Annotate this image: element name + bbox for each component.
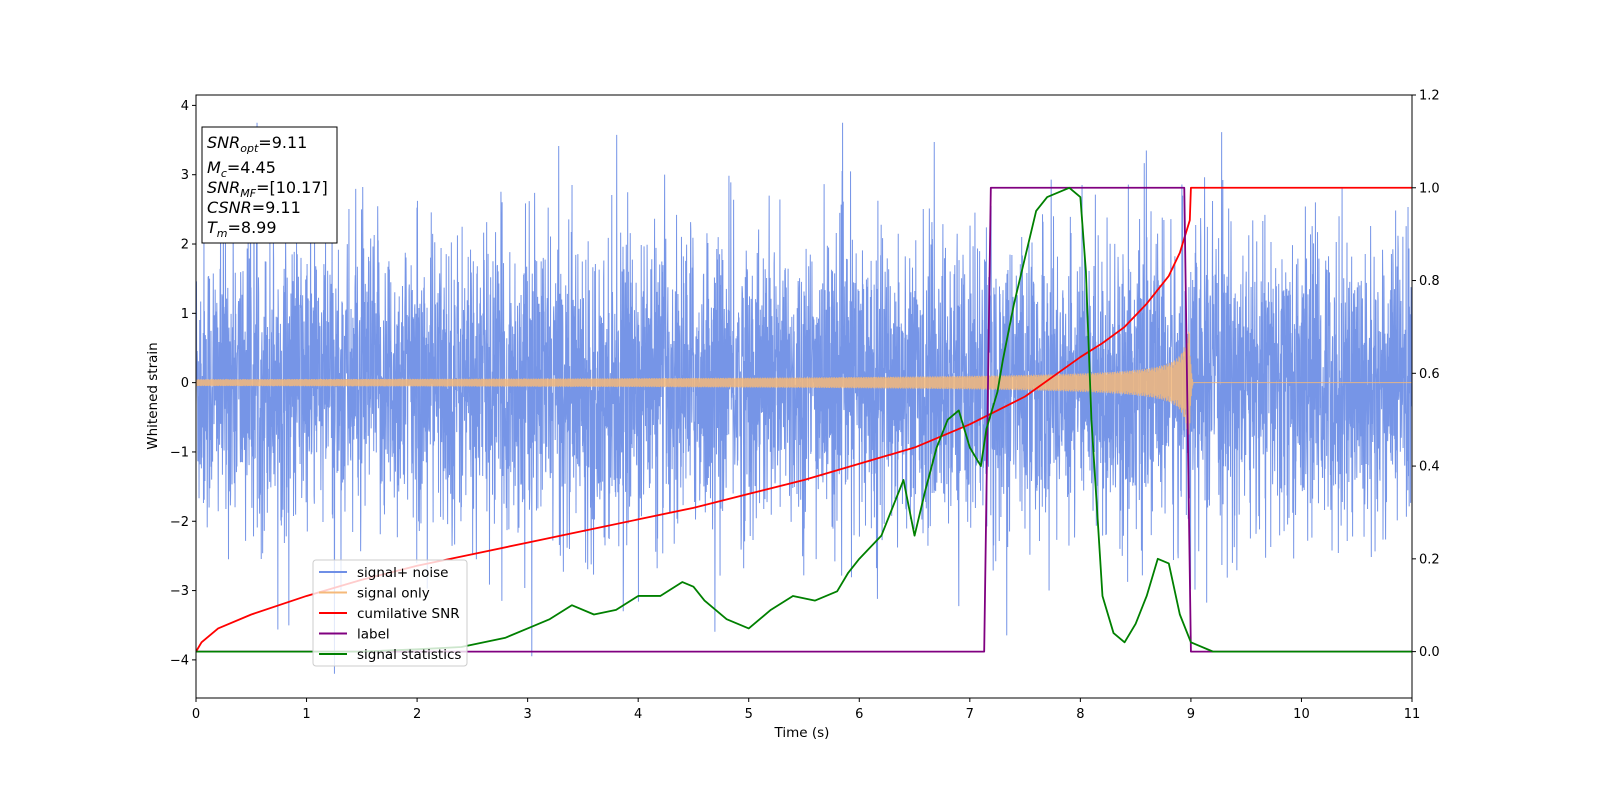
info-csnr: CSNR=9.11 (207, 198, 301, 217)
x-tick-label: 5 (745, 707, 753, 722)
legend-item: signal+ noise (319, 565, 448, 581)
y-left-tick-label: 4 (181, 99, 189, 114)
legend: signal+ noise signal only cumilative SNR la… (312, 559, 468, 667)
legend-item: cumilative SNR (319, 606, 460, 622)
y-right-tick-label: 1.0 (1419, 181, 1440, 196)
plot-frame (195, 94, 1413, 699)
series-signal-only-line (196, 331, 1412, 435)
x-tick-label: 7 (966, 707, 974, 722)
info-tm: Tm=8.99 (207, 218, 277, 240)
y-axis-left-label: Whitened strain (145, 342, 161, 449)
x-tick-label: 2 (413, 707, 421, 722)
legend-item: label (319, 627, 390, 643)
x-axis-ticks: 0 1 2 3 4 5 6 7 8 9 10 11 (192, 698, 1420, 722)
legend-label: signal only (357, 586, 430, 602)
series-signal-noise-line (196, 122, 1412, 674)
legend-label: signal statistics (357, 647, 461, 663)
legend-label: cumilative SNR (357, 606, 460, 622)
y-left-tick-label: −1 (170, 445, 189, 460)
x-tick-label: 10 (1293, 707, 1310, 722)
y-left-tick-label: −4 (170, 653, 189, 668)
y-right-tick-label: 0.6 (1419, 367, 1440, 382)
y-axis-left-ticks: 4 3 2 1 0 −1 −2 −3 −4 (170, 99, 196, 668)
y-left-tick-label: −3 (170, 584, 189, 599)
y-axis-right-ticks: 1.2 1.0 0.8 0.6 0.4 0.2 0.0 (1412, 89, 1440, 660)
y-right-tick-label: 0.4 (1419, 460, 1440, 475)
info-box-frame (201, 126, 338, 244)
legend-frame (312, 559, 468, 667)
info-box: SNRopt=9.11 Mc=4.45 SNRMF=[10.17] CSNR=9… (201, 126, 338, 244)
y-left-tick-label: 3 (181, 168, 189, 183)
series-signal-statistics-line (196, 186, 1412, 653)
x-tick-label: 0 (192, 707, 200, 722)
y-right-tick-label: 1.2 (1419, 89, 1440, 104)
x-tick-label: 11 (1404, 707, 1421, 722)
x-tick-label: 8 (1076, 707, 1084, 722)
info-snr-opt: SNRopt=9.11 (207, 133, 307, 155)
x-tick-label: 9 (1187, 707, 1195, 722)
y-left-tick-label: −2 (170, 515, 189, 530)
y-left-tick-label: 1 (181, 307, 189, 322)
y-right-tick-label: 0.8 (1419, 274, 1440, 289)
legend-label: label (357, 627, 390, 643)
y-left-tick-label: 0 (181, 376, 189, 391)
legend-item: signal statistics (319, 647, 461, 663)
legend-item: signal only (319, 586, 430, 602)
x-tick-label: 3 (523, 707, 531, 722)
x-tick-label: 1 (302, 707, 310, 722)
x-axis-label: Time (s) (774, 725, 830, 741)
y-right-tick-label: 0.0 (1419, 645, 1440, 660)
y-left-tick-label: 2 (181, 238, 189, 253)
y-right-tick-label: 0.2 (1419, 552, 1440, 567)
legend-label: signal+ noise (357, 565, 448, 581)
x-tick-label: 4 (634, 707, 642, 722)
info-mc: Mc=4.45 (207, 158, 276, 180)
info-snr-mf: SNRMF=[10.17] (207, 178, 328, 200)
x-tick-label: 6 (855, 707, 863, 722)
